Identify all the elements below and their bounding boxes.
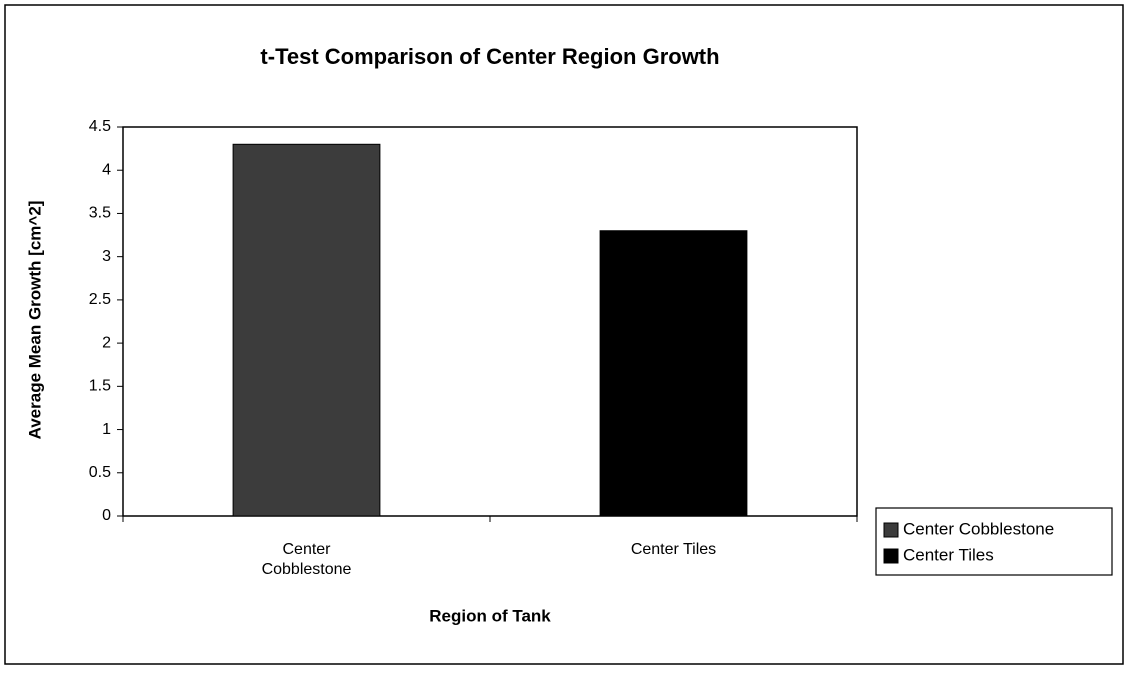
bar: [232, 143, 381, 517]
y-tick-label: 3.5: [89, 205, 111, 222]
y-tick-label: 1.5: [89, 378, 111, 395]
y-tick-label: 0.5: [89, 464, 111, 481]
y-tick-label: 1: [102, 421, 111, 438]
x-tick-label: Center Tiles: [630, 541, 717, 558]
bar: [599, 230, 748, 517]
legend-label: Center Tiles: [903, 545, 994, 564]
legend-swatch: [883, 522, 899, 538]
x-tick-label: Center Cobblestone: [261, 541, 352, 578]
y-tick-label: 2.5: [89, 291, 111, 308]
chart-title: t-Test Comparison of Center Region Growt…: [260, 44, 719, 69]
legend-label: Center Cobblestone: [903, 519, 1054, 538]
y-tick-label: 4: [102, 161, 111, 178]
y-tick-label: 2: [102, 334, 111, 351]
legend-swatch: [883, 548, 899, 564]
y-tick-label: 0: [102, 507, 111, 524]
legend: [875, 507, 1113, 576]
x-axis-title: Region of Tank: [429, 606, 551, 625]
chart-frame: [4, 4, 1124, 665]
y-tick-label: 3: [102, 248, 111, 265]
y-axis-title: Average Mean Growth [cm^2]: [25, 201, 44, 440]
y-tick-label: 4.5: [89, 118, 111, 135]
